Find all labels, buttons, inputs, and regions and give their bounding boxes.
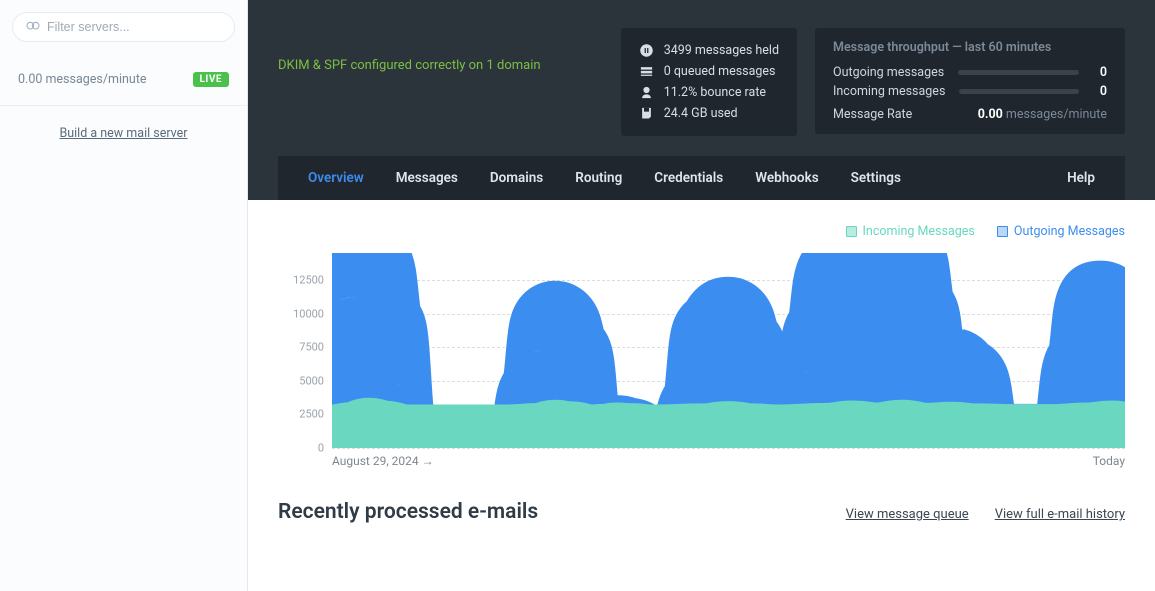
navbar: Overview Messages Domains Routing Credential… [278, 156, 1125, 200]
queue-icon [639, 64, 654, 79]
chart-incoming-area [332, 441, 1125, 448]
help-link[interactable]: Help [1067, 170, 1095, 186]
stat-queued: 0 queued messages [664, 64, 776, 79]
tab-domains[interactable]: Domains [490, 170, 543, 186]
throughput-outgoing-label: Outgoing messages [833, 65, 944, 80]
legend-item: Incoming Messages [846, 224, 975, 239]
stats-box: 3499 messages held 0 queued messages 11.… [621, 28, 797, 136]
sidebar-message-rate: 0.00 messages/minute [18, 72, 147, 87]
recent-heading: Recently processed e-mails [278, 500, 538, 524]
sidebar-live-badge: LIVE [193, 72, 230, 87]
messages-chart: 02500500075001000012500 August 29, 2024 … [278, 253, 1125, 478]
tab-messages[interactable]: Messages [396, 170, 458, 186]
view-queue-link[interactable]: View message queue [846, 507, 969, 522]
dkim-status: DKIM & SPF configured correctly on 1 dom… [278, 28, 603, 73]
throughput-box: Message throughput — last 60 minutes Out… [815, 28, 1125, 134]
tab-routing[interactable]: Routing [575, 170, 622, 186]
stat-bounce: 11.2% bounce rate [664, 85, 766, 100]
tab-webhooks[interactable]: Webhooks [755, 170, 818, 186]
build-new-server-link[interactable]: Build a new mail server [59, 126, 187, 141]
stat-held: 3499 messages held [664, 43, 779, 58]
throughput-rate-label: Message Rate [833, 107, 912, 122]
chart-x-start: August 29, 2024 → [332, 454, 434, 478]
disk-icon [639, 106, 654, 121]
bounce-icon [639, 85, 654, 100]
throughput-rate-value: 0.00 messages/minute [978, 107, 1107, 122]
pause-icon [639, 43, 654, 58]
recent-section: Recently processed e-mails View message … [278, 478, 1125, 524]
header: DKIM & SPF configured correctly on 1 dom… [248, 0, 1155, 200]
content: Incoming Messages Outgoing Messages 02500… [248, 200, 1155, 591]
filter-servers-wrap[interactable] [12, 12, 235, 42]
main: LIVE DKIM & SPF configured correctly on … [248, 0, 1155, 591]
throughput-incoming-value: 0 [1093, 84, 1107, 99]
stat-storage: 24.4 GB used [664, 106, 738, 121]
tab-credentials[interactable]: Credentials [654, 170, 723, 186]
view-history-link[interactable]: View full e-mail history [995, 507, 1125, 522]
chart-x-end: Today [1093, 454, 1125, 478]
throughput-outgoing-bar [958, 70, 1079, 75]
tab-settings[interactable]: Settings [851, 170, 901, 186]
tab-overview[interactable]: Overview [308, 170, 364, 186]
throughput-incoming-bar [959, 89, 1079, 94]
filter-servers-input[interactable] [47, 20, 222, 34]
throughput-title: Message throughput — last 60 minutes [833, 40, 1107, 55]
legend-item: Outgoing Messages [997, 224, 1125, 239]
throughput-incoming-label: Incoming messages [833, 84, 945, 99]
sidebar-status-row: 0.00 messages/minute LIVE [0, 54, 247, 106]
chart-legend: Incoming Messages Outgoing Messages [278, 224, 1125, 239]
throughput-outgoing-value: 0 [1093, 65, 1107, 80]
search-icon [25, 19, 41, 35]
sidebar: 0.00 messages/minute LIVE Build a new ma… [0, 0, 248, 591]
